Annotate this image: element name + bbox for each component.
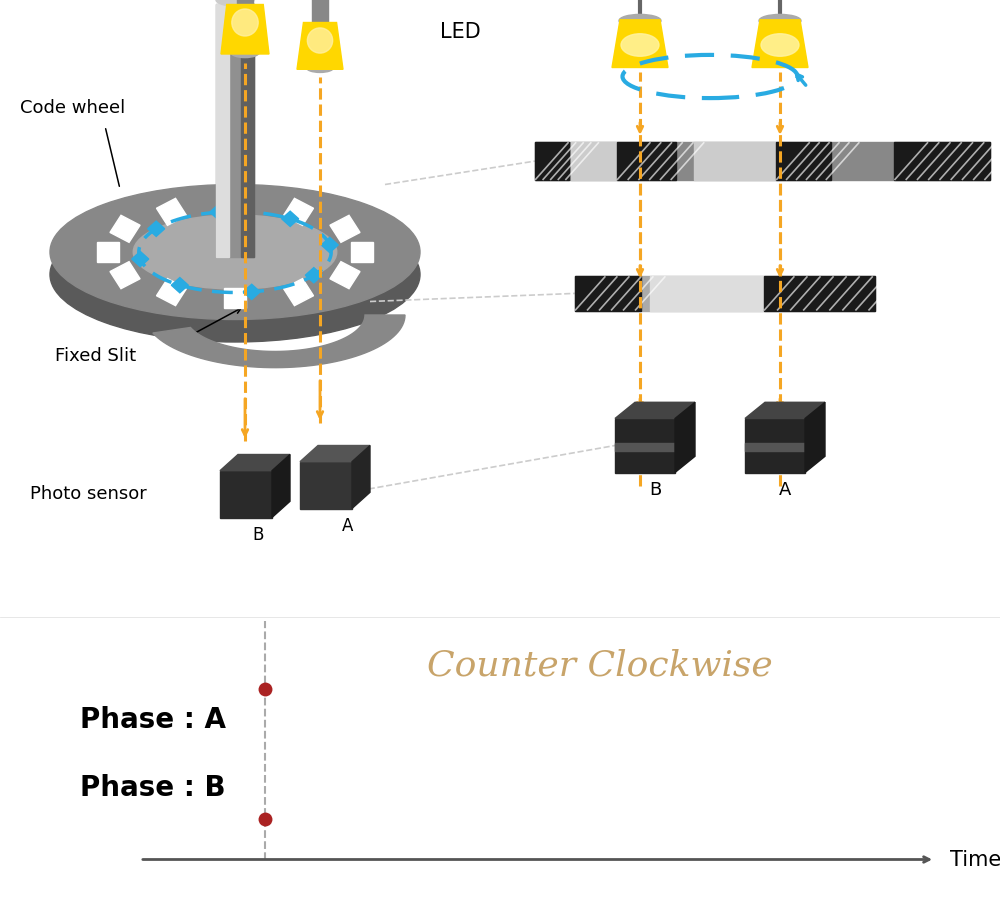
Polygon shape <box>745 402 825 418</box>
Bar <box>351 242 373 262</box>
Ellipse shape <box>621 33 659 56</box>
Bar <box>110 215 140 242</box>
Text: Phase : A: Phase : A <box>80 706 226 734</box>
Ellipse shape <box>619 14 661 27</box>
Bar <box>237 0 253 4</box>
Text: Photo sensor: Photo sensor <box>30 485 147 503</box>
Polygon shape <box>220 454 290 471</box>
Bar <box>110 262 140 289</box>
Ellipse shape <box>759 14 801 27</box>
Bar <box>132 251 149 266</box>
Polygon shape <box>675 402 695 472</box>
Text: A: A <box>342 517 354 535</box>
Bar <box>764 276 875 310</box>
Bar <box>220 471 272 518</box>
Text: Code wheel: Code wheel <box>20 99 125 117</box>
Bar <box>615 443 675 451</box>
Polygon shape <box>221 4 269 54</box>
Ellipse shape <box>307 28 333 53</box>
Bar <box>535 142 990 180</box>
Text: Time: Time <box>950 850 1000 869</box>
Text: Counter Clockwise: Counter Clockwise <box>427 649 773 683</box>
Bar <box>321 238 338 253</box>
Polygon shape <box>805 402 825 472</box>
Bar <box>535 142 569 180</box>
Bar <box>216 4 229 256</box>
Polygon shape <box>272 454 290 518</box>
Ellipse shape <box>50 184 420 320</box>
Polygon shape <box>615 402 695 418</box>
Text: Fixed Slit: Fixed Slit <box>55 346 136 364</box>
Ellipse shape <box>50 207 420 342</box>
Bar <box>283 279 314 306</box>
Text: B: B <box>252 526 264 544</box>
Polygon shape <box>297 22 343 69</box>
Bar <box>148 221 165 237</box>
Polygon shape <box>153 315 405 367</box>
Bar <box>571 142 617 180</box>
Bar <box>694 142 776 180</box>
Bar <box>216 4 254 256</box>
Bar <box>615 418 675 472</box>
Ellipse shape <box>231 47 259 58</box>
Bar <box>300 462 352 508</box>
Ellipse shape <box>232 9 258 36</box>
Polygon shape <box>352 446 370 508</box>
Bar <box>224 288 246 308</box>
Polygon shape <box>300 446 370 462</box>
Bar <box>224 196 246 216</box>
Ellipse shape <box>306 62 334 73</box>
Bar <box>243 284 260 300</box>
Bar <box>745 443 805 451</box>
Bar <box>312 0 328 22</box>
Bar <box>745 418 805 472</box>
Polygon shape <box>752 20 808 68</box>
Polygon shape <box>612 20 668 68</box>
Bar <box>97 242 119 262</box>
Text: B: B <box>649 481 661 499</box>
Bar <box>282 212 299 227</box>
Text: LED: LED <box>440 22 481 41</box>
Bar <box>283 198 314 225</box>
Bar <box>156 198 187 225</box>
Bar <box>617 142 676 180</box>
Bar <box>776 142 831 180</box>
Ellipse shape <box>133 215 337 289</box>
Bar <box>330 215 360 242</box>
Bar <box>650 276 764 310</box>
Bar <box>575 276 875 310</box>
Bar <box>330 262 360 289</box>
Bar <box>171 277 188 292</box>
Bar <box>575 276 641 310</box>
Ellipse shape <box>216 0 254 6</box>
Text: Phase : B: Phase : B <box>80 773 226 802</box>
Text: A: A <box>779 481 791 499</box>
Bar <box>156 279 187 306</box>
Bar <box>210 204 227 220</box>
Bar <box>894 142 990 180</box>
Bar <box>305 267 322 283</box>
Bar <box>241 4 254 256</box>
Ellipse shape <box>761 33 799 56</box>
